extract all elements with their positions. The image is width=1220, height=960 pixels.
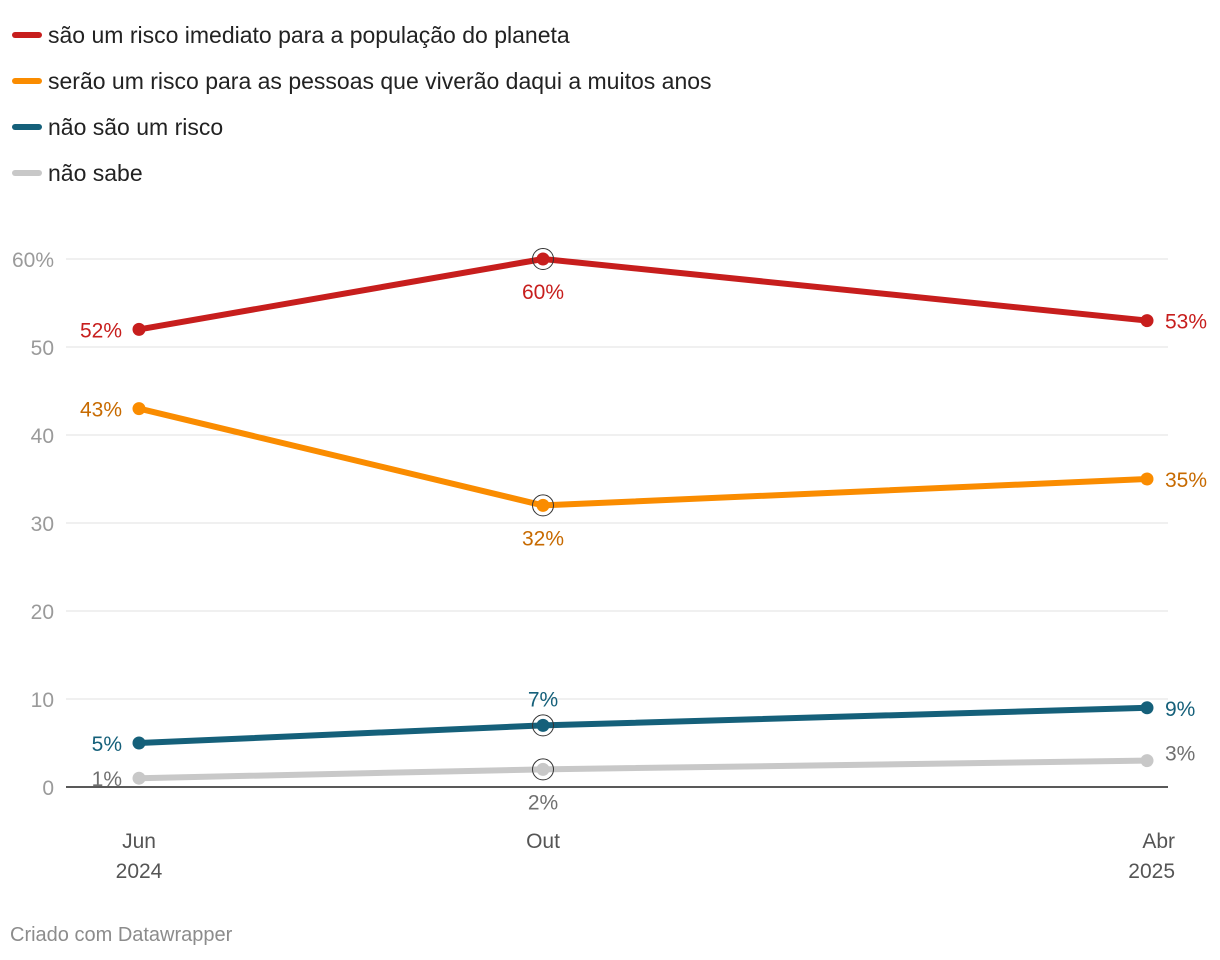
legend-item: não são um risco xyxy=(12,104,712,150)
legend: são um risco imediato para a população d… xyxy=(12,12,712,196)
data-label: 35% xyxy=(1165,469,1207,492)
y-tick-label: 50 xyxy=(31,337,54,360)
data-label: 43% xyxy=(80,399,122,422)
series-point xyxy=(536,718,550,732)
legend-swatch xyxy=(12,170,42,176)
data-label: 1% xyxy=(92,768,122,791)
y-tick-label: 40 xyxy=(31,425,54,448)
legend-label: não são um risco xyxy=(48,113,224,140)
data-label: 52% xyxy=(80,319,122,342)
x-tick-year-label: 2025 xyxy=(1128,860,1175,883)
series-point xyxy=(536,252,550,266)
series-point xyxy=(132,736,146,750)
series-point xyxy=(1140,314,1154,328)
legend-label: não sabe xyxy=(48,159,143,186)
series-point xyxy=(132,771,146,785)
highlight-ring xyxy=(532,494,554,517)
y-tick-label: 10 xyxy=(31,689,54,712)
data-label: 3% xyxy=(1165,743,1195,766)
series-point xyxy=(536,498,550,512)
highlight-ring xyxy=(532,248,554,270)
series-point xyxy=(1140,701,1154,715)
y-tick-label: 30 xyxy=(31,513,54,536)
data-label: 32% xyxy=(522,527,564,550)
series-point xyxy=(1140,754,1154,768)
legend-label: são um risco imediato para a população d… xyxy=(48,21,570,48)
data-label: 9% xyxy=(1165,698,1195,721)
x-tick-year-label: 2024 xyxy=(116,860,163,883)
highlight-ring xyxy=(532,758,554,781)
data-label: 53% xyxy=(1165,311,1207,334)
series-line xyxy=(136,405,1150,509)
legend-item: são um risco imediato para a população d… xyxy=(12,12,712,58)
y-tick-label: 60% xyxy=(12,249,54,272)
series-point xyxy=(536,762,550,776)
legend-item: serão um risco para as pessoas que viver… xyxy=(12,58,712,104)
legend-item: não sabe xyxy=(12,150,712,196)
legend-label: serão um risco para as pessoas que viver… xyxy=(48,67,712,94)
data-label: 5% xyxy=(92,733,122,756)
data-label: 7% xyxy=(528,688,558,711)
y-tick-label: 20 xyxy=(31,601,54,624)
series-line xyxy=(136,256,1150,333)
data-label: 2% xyxy=(528,791,558,814)
x-tick-label: Abr xyxy=(1142,830,1175,853)
series-point xyxy=(132,402,146,416)
x-tick-label: Out xyxy=(526,830,560,853)
series-point xyxy=(132,322,146,336)
series-line xyxy=(136,704,1150,746)
legend-swatch xyxy=(12,78,42,84)
footer-credit[interactable]: Criado com Datawrapper xyxy=(10,924,233,946)
highlight-ring xyxy=(532,714,554,737)
data-label: 60% xyxy=(522,281,564,304)
legend-swatch xyxy=(12,124,42,130)
legend-swatch xyxy=(12,32,42,38)
y-tick-label: 0 xyxy=(42,777,54,800)
series-line xyxy=(136,757,1150,782)
x-tick-label: Jun xyxy=(122,830,156,853)
series-point xyxy=(1140,472,1154,486)
